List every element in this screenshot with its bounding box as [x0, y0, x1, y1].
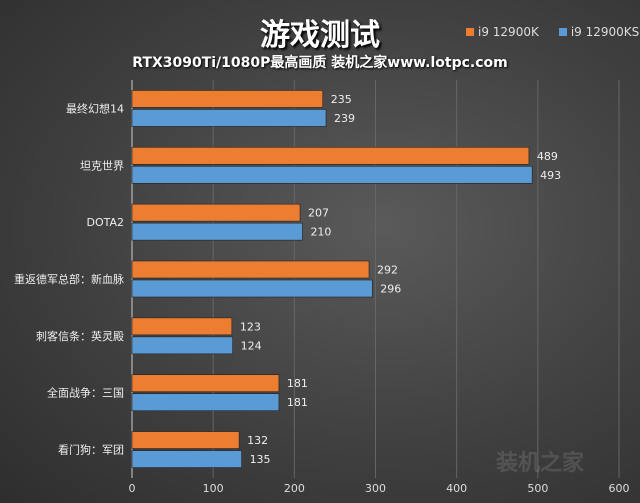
bar-0 [131, 146, 530, 165]
x-tick-label: 0 [129, 482, 136, 495]
chart-title: 游戏测试 [260, 18, 380, 53]
x-tick-label: 100 [203, 482, 224, 495]
bar-0 [131, 90, 324, 108]
x-tick-label: 200 [284, 482, 305, 495]
x-tick-label: 300 [365, 482, 386, 495]
bar-1 [131, 165, 533, 184]
legend-label: i9 12900K [478, 25, 539, 39]
chart-subtitle: RTX3090Ti/1080P最高画质 装机之家www.lotpc.com [132, 55, 508, 71]
data-label: 124 [241, 339, 262, 352]
category-label: 坦克世界 [80, 158, 124, 172]
data-label: 123 [240, 320, 261, 333]
category-label: 最终幻想14 [66, 101, 124, 115]
category-label: 看门狗：军团 [58, 443, 124, 457]
category-label: 刺客信条：英灵殿 [36, 329, 124, 343]
data-label: 181 [287, 377, 308, 390]
bar-1 [131, 222, 303, 241]
data-label: 493 [540, 169, 561, 182]
legend-item-0: i9 12900K [466, 25, 539, 39]
x-tick-label: 600 [609, 482, 630, 495]
bar-0 [131, 431, 240, 449]
bar-1 [131, 450, 242, 468]
category-label: 全面战争：三国 [47, 386, 124, 400]
data-label: 207 [308, 207, 329, 220]
x-tick-label: 400 [446, 482, 467, 495]
data-label: 296 [380, 283, 401, 296]
watermark: 装机之家 [496, 450, 585, 476]
data-label: 181 [287, 396, 308, 409]
legend: i9 12900K i9 12900KS [466, 25, 639, 39]
data-label: 292 [377, 264, 398, 277]
legend-label: i9 12900KS [570, 25, 640, 39]
data-label: 210 [310, 226, 331, 239]
data-label: 132 [247, 434, 268, 447]
category-label: 重返德军总部：新血脉 [14, 272, 124, 286]
data-label: 489 [537, 150, 558, 163]
bar-1 [131, 393, 280, 412]
legend-item-1: i9 12900KS [558, 25, 640, 39]
legend-swatch [558, 28, 567, 36]
bar-0 [131, 260, 370, 279]
bar-0 [131, 317, 233, 336]
data-label: 135 [250, 453, 271, 466]
bar-0 [131, 203, 301, 222]
x-tick-label: 500 [527, 482, 548, 495]
bar-1 [131, 109, 327, 127]
data-label: 239 [334, 112, 355, 125]
bar-1 [131, 336, 233, 355]
category-label: DOTA2 [86, 216, 124, 229]
legend-swatch [466, 28, 474, 36]
bar-0 [131, 374, 280, 393]
bar-1 [131, 279, 373, 298]
data-label: 235 [331, 93, 352, 106]
